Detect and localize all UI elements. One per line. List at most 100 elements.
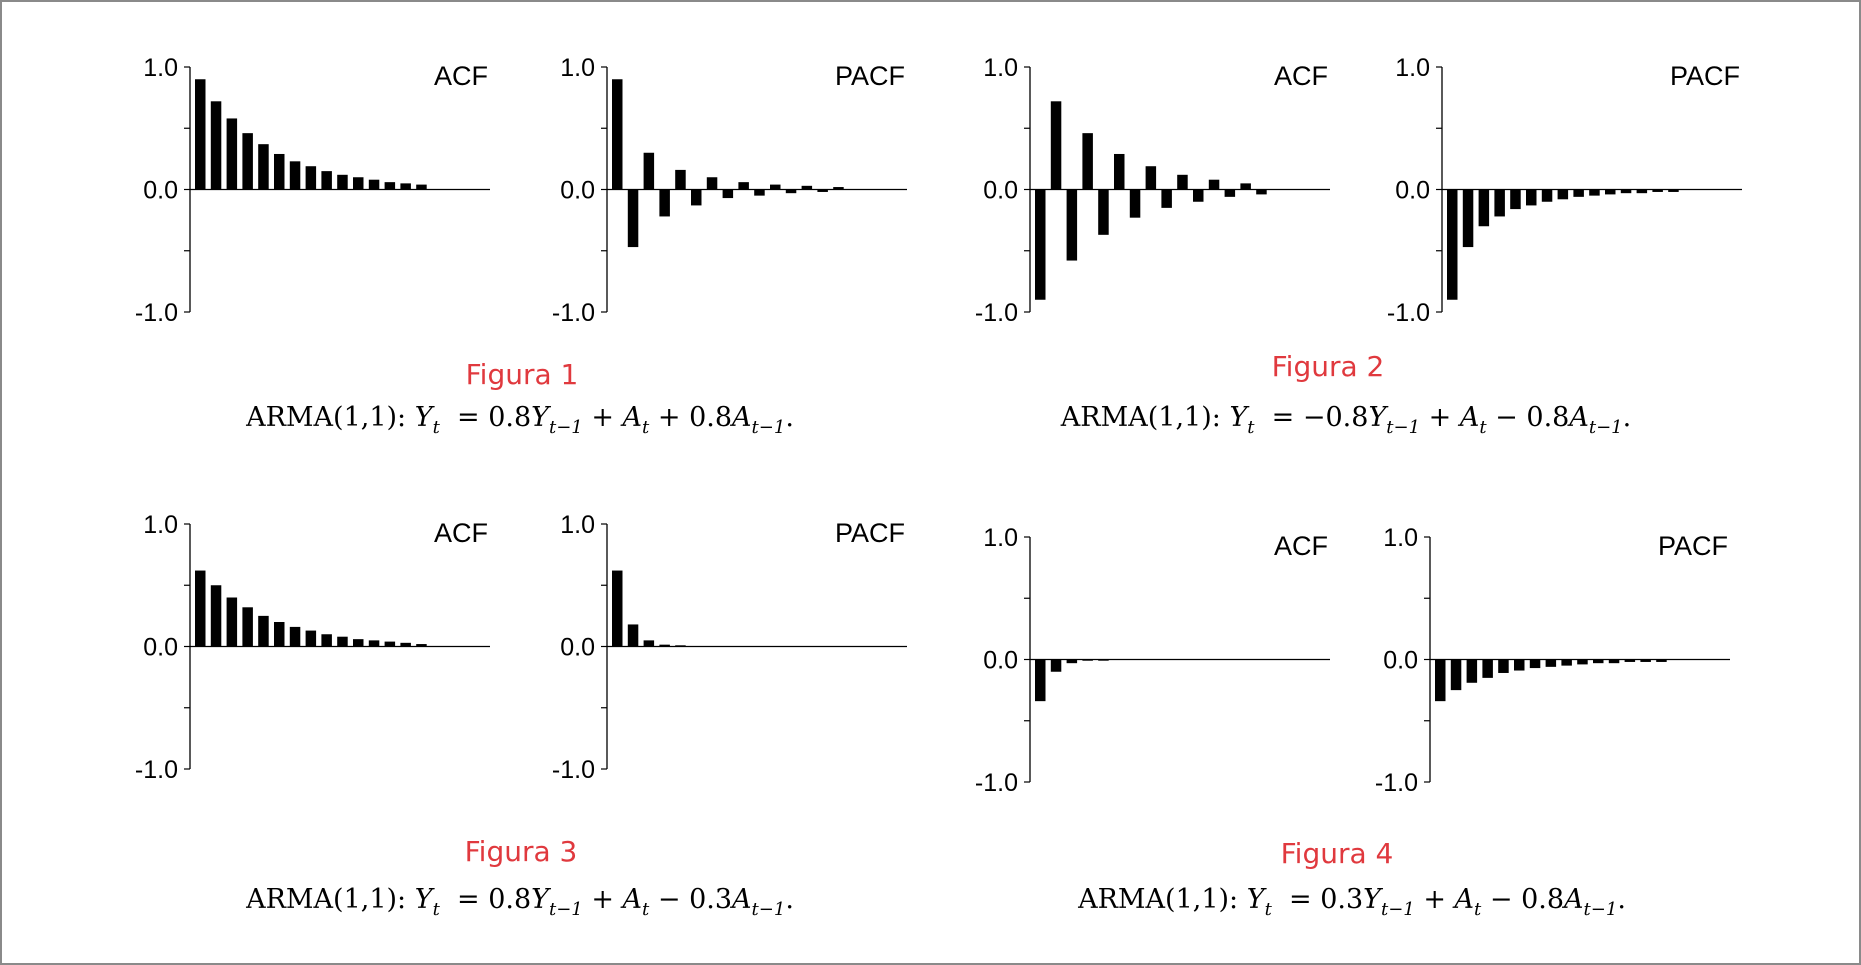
bar-lag-5 bbox=[258, 616, 269, 647]
bar-lag-15 bbox=[1668, 190, 1679, 192]
bar-lag-14 bbox=[817, 190, 828, 192]
chart-title: ACF bbox=[434, 61, 488, 91]
bar-lag-2 bbox=[1451, 660, 1462, 691]
y-tick-label: -1.0 bbox=[135, 299, 178, 327]
bar-lag-3 bbox=[1067, 660, 1078, 664]
bar-lag-5 bbox=[1510, 190, 1521, 210]
y-tick-label: -1.0 bbox=[975, 299, 1018, 327]
bar-lag-14 bbox=[400, 183, 411, 189]
bar-lag-13 bbox=[385, 182, 396, 189]
chart-title: PACF bbox=[835, 61, 905, 91]
bar-lag-5 bbox=[1098, 190, 1109, 235]
bar-lag-10 bbox=[1177, 175, 1188, 190]
y-tick-label: 1.0 bbox=[143, 54, 178, 82]
bar-lag-2 bbox=[211, 585, 222, 646]
y-tick-label: 0.0 bbox=[560, 177, 595, 205]
bar-lag-3 bbox=[644, 640, 655, 646]
bar-lag-5 bbox=[1498, 660, 1509, 673]
bar-lag-7 bbox=[707, 177, 718, 189]
bar-lag-1 bbox=[195, 571, 206, 647]
y-tick-label: 0.0 bbox=[983, 177, 1018, 205]
bar-lag-6 bbox=[691, 190, 702, 206]
figure-4-pacf-chart: 1.0 0.0 -1.0 PACF bbox=[1372, 512, 1772, 782]
chart-title: PACF bbox=[1670, 61, 1740, 91]
bar-lag-7 bbox=[290, 627, 301, 647]
figure-4-acf-chart: 1.0 0.0 -1.0 ACF bbox=[972, 512, 1372, 782]
bar-lag-6 bbox=[274, 622, 285, 647]
chart-title: PACF bbox=[1658, 531, 1728, 561]
bar-lag-1 bbox=[1447, 190, 1458, 300]
bar-lag-15 bbox=[416, 644, 427, 646]
chart-title: ACF bbox=[1274, 531, 1328, 561]
bar-lag-4 bbox=[242, 607, 253, 646]
bar-lag-11 bbox=[1193, 190, 1204, 202]
y-tick-label: 1.0 bbox=[1395, 54, 1430, 82]
bar-lag-6 bbox=[274, 154, 285, 190]
bar-lag-6 bbox=[1514, 660, 1525, 671]
bar-lag-9 bbox=[1161, 190, 1172, 208]
bar-lag-8 bbox=[1146, 166, 1157, 189]
bar-lag-7 bbox=[1130, 190, 1141, 218]
bar-lag-1 bbox=[1035, 190, 1046, 300]
figure-2-acf-chart: 1.0 0.0 -1.0 ACF bbox=[972, 42, 1372, 322]
bar-lag-9 bbox=[1561, 660, 1572, 666]
y-tick-label: -1.0 bbox=[552, 756, 595, 784]
bar-lag-13 bbox=[1225, 190, 1236, 197]
bar-lag-11 bbox=[353, 639, 364, 646]
bar-lag-11 bbox=[770, 185, 781, 190]
chart-title: ACF bbox=[1274, 61, 1328, 91]
y-tick-label: 1.0 bbox=[143, 511, 178, 539]
bar-lag-3 bbox=[227, 118, 238, 189]
bar-lag-13 bbox=[802, 186, 813, 190]
bar-lag-13 bbox=[1625, 660, 1636, 662]
bar-lag-4 bbox=[1494, 190, 1505, 217]
bar-lag-12 bbox=[1209, 180, 1220, 190]
y-tick-label: 1.0 bbox=[983, 524, 1018, 552]
bar-lag-13 bbox=[1637, 190, 1648, 194]
bar-lag-10 bbox=[1577, 660, 1588, 665]
bar-lag-1 bbox=[1435, 660, 1446, 702]
bar-lag-9 bbox=[321, 634, 332, 646]
figure-2-formula: ARMA(1,1): Yt = −0.8Yt−1 + At − 0.8At−1. bbox=[936, 402, 1756, 438]
bar-lag-8 bbox=[306, 631, 317, 647]
bar-lag-11 bbox=[1593, 660, 1604, 664]
bar-lag-14 bbox=[1640, 660, 1651, 662]
bar-lag-14 bbox=[400, 643, 411, 647]
bar-lag-4 bbox=[242, 133, 253, 189]
y-tick-label: 0.0 bbox=[1395, 177, 1430, 205]
figure-4-label: Figura 4 bbox=[1137, 837, 1537, 870]
bar-lag-8 bbox=[1546, 660, 1557, 667]
bar-lag-3 bbox=[1067, 190, 1078, 261]
bar-lag-4 bbox=[659, 190, 670, 217]
y-tick-label: 1.0 bbox=[1383, 524, 1418, 552]
chart-title: ACF bbox=[434, 518, 488, 548]
bar-lag-9 bbox=[1573, 190, 1584, 197]
figure-1-acf-chart: 1.0 0.0 -1.0 ACF bbox=[132, 42, 532, 322]
y-tick-label: 0.0 bbox=[983, 647, 1018, 675]
bar-lag-8 bbox=[723, 190, 734, 199]
bar-lag-5 bbox=[675, 170, 686, 190]
figure-3-label: Figura 3 bbox=[321, 835, 721, 868]
figure-4-formula: ARMA(1,1): Yt = 0.3Yt−1 + At − 0.8At−1. bbox=[942, 884, 1762, 920]
bar-lag-6 bbox=[1526, 190, 1537, 206]
chart-title: PACF bbox=[835, 518, 905, 548]
bar-lag-2 bbox=[1051, 101, 1062, 189]
y-tick-label: 1.0 bbox=[560, 54, 595, 82]
bar-lag-1 bbox=[1035, 660, 1046, 702]
bar-lag-9 bbox=[738, 182, 749, 189]
bar-lag-12 bbox=[1621, 190, 1632, 194]
figure-3-formula: ARMA(1,1): Yt = 0.8Yt−1 + At − 0.3At−1. bbox=[110, 884, 930, 920]
y-tick-label: -1.0 bbox=[1387, 299, 1430, 327]
bar-lag-13 bbox=[385, 642, 396, 647]
bar-lag-14 bbox=[1652, 190, 1663, 192]
bar-lag-2 bbox=[1051, 660, 1062, 672]
bar-lag-2 bbox=[211, 101, 222, 189]
bar-lag-7 bbox=[1542, 190, 1553, 202]
bar-lag-12 bbox=[1609, 660, 1620, 664]
bar-lag-2 bbox=[628, 624, 639, 646]
figure-2-pacf-chart: 1.0 0.0 -1.0 PACF bbox=[1384, 42, 1784, 322]
figure-1-label: Figura 1 bbox=[322, 358, 722, 391]
y-tick-label: 1.0 bbox=[560, 511, 595, 539]
bar-lag-3 bbox=[1479, 190, 1490, 227]
